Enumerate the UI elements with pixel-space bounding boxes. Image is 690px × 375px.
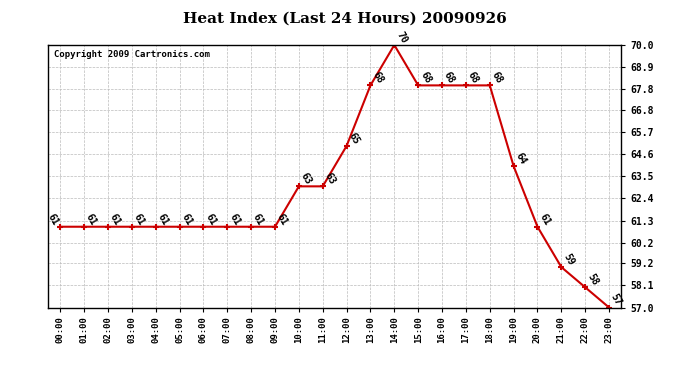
Text: 61: 61 bbox=[46, 211, 60, 227]
Text: 68: 68 bbox=[490, 70, 504, 86]
Text: 57: 57 bbox=[609, 292, 624, 308]
Text: 68: 68 bbox=[466, 70, 480, 86]
Text: 63: 63 bbox=[299, 171, 313, 186]
Text: 68: 68 bbox=[442, 70, 457, 86]
Text: 70: 70 bbox=[394, 30, 409, 45]
Text: 58: 58 bbox=[585, 272, 600, 287]
Text: Heat Index (Last 24 Hours) 20090926: Heat Index (Last 24 Hours) 20090926 bbox=[183, 11, 507, 25]
Text: 64: 64 bbox=[513, 151, 528, 166]
Text: 68: 68 bbox=[418, 70, 433, 86]
Text: 61: 61 bbox=[108, 211, 123, 227]
Text: 61: 61 bbox=[275, 211, 290, 227]
Text: 68: 68 bbox=[371, 70, 385, 86]
Text: 61: 61 bbox=[84, 211, 99, 227]
Text: 61: 61 bbox=[538, 211, 552, 227]
Text: 61: 61 bbox=[179, 211, 194, 227]
Text: 61: 61 bbox=[132, 211, 146, 227]
Text: 61: 61 bbox=[251, 211, 266, 227]
Text: 61: 61 bbox=[227, 211, 242, 227]
Text: Copyright 2009 Cartronics.com: Copyright 2009 Cartronics.com bbox=[54, 50, 210, 59]
Text: 61: 61 bbox=[156, 211, 170, 227]
Text: 61: 61 bbox=[204, 211, 218, 227]
Text: 63: 63 bbox=[323, 171, 337, 186]
Text: 59: 59 bbox=[562, 252, 576, 267]
Text: 65: 65 bbox=[346, 131, 361, 146]
